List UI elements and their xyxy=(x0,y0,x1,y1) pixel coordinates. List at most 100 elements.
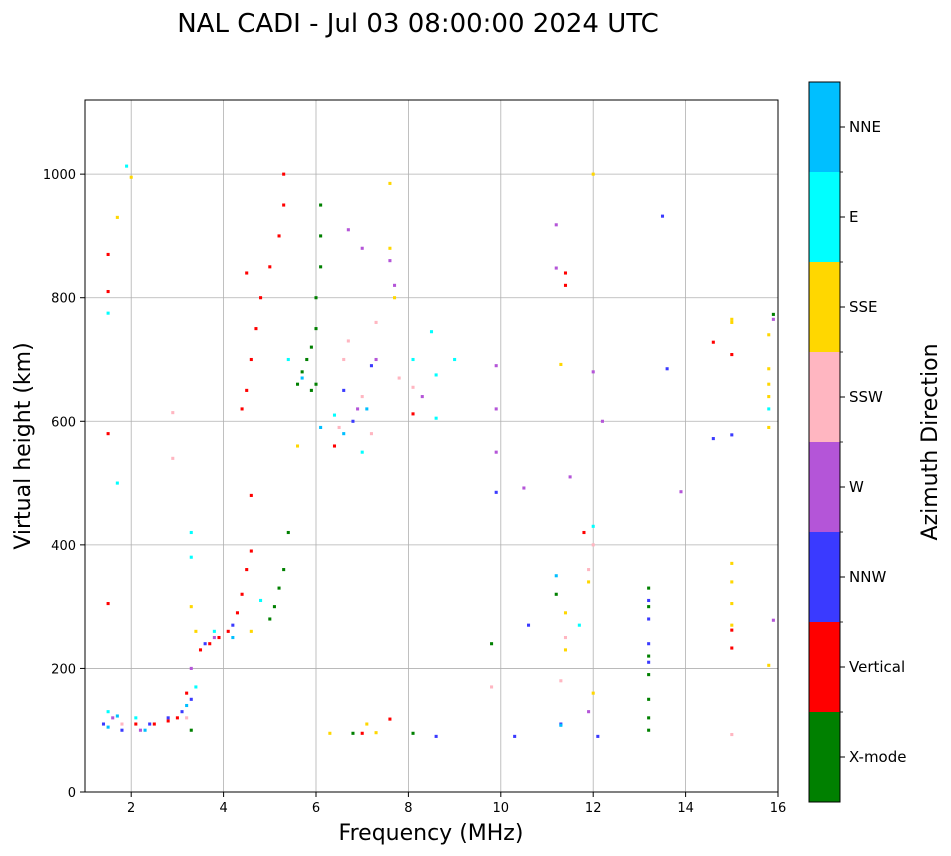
data-point xyxy=(346,228,350,232)
data-point xyxy=(360,450,364,454)
data-point xyxy=(231,635,235,640)
data-point xyxy=(369,364,373,368)
data-point xyxy=(120,722,124,726)
data-point xyxy=(494,490,498,494)
data-point xyxy=(277,586,281,590)
data-point xyxy=(388,717,392,721)
data-point xyxy=(134,722,138,726)
data-point xyxy=(582,530,586,535)
data-point xyxy=(115,481,119,485)
data-point xyxy=(212,629,216,633)
chart-title: NAL CADI - Jul 03 08:00:00 2024 UTC xyxy=(177,9,659,39)
data-point xyxy=(647,642,651,646)
data-point xyxy=(647,716,651,720)
colorbar-label: SSW xyxy=(849,388,883,406)
data-point xyxy=(767,382,771,386)
data-point xyxy=(554,266,558,270)
data-point xyxy=(365,722,369,726)
data-point xyxy=(591,172,595,176)
y-axis-ticks: 0 200 400 600 800 1000 xyxy=(43,168,85,801)
data-point xyxy=(346,339,350,343)
data-point xyxy=(771,312,775,316)
x-axis-ticks: 2 4 6 8 10 12 14 16 xyxy=(127,792,786,816)
colorbar-label: Vertical xyxy=(849,658,905,676)
data-point xyxy=(106,289,110,294)
data-point xyxy=(490,642,494,646)
data-point xyxy=(138,728,142,732)
data-point xyxy=(434,734,438,738)
colorbar-segment xyxy=(809,532,840,622)
data-point xyxy=(208,642,212,646)
data-point xyxy=(767,333,771,337)
data-point xyxy=(166,716,170,720)
x-tick-label: 12 xyxy=(585,801,602,816)
data-point xyxy=(115,714,119,718)
colorbar-label: SSE xyxy=(849,298,878,316)
data-point xyxy=(711,340,715,344)
data-point xyxy=(115,215,119,219)
data-point xyxy=(647,654,651,658)
x-axis-label: Frequency (MHz) xyxy=(339,821,524,846)
plot-frame xyxy=(84,99,779,793)
data-point xyxy=(226,629,230,633)
data-point xyxy=(351,731,355,735)
data-point xyxy=(647,586,651,590)
colorbar-label: E xyxy=(849,208,858,226)
data-point xyxy=(522,486,526,490)
data-point xyxy=(360,731,364,735)
data-point xyxy=(259,296,263,300)
data-point xyxy=(393,296,397,300)
y-tick-label: 400 xyxy=(51,539,76,554)
data-point xyxy=(328,731,332,735)
data-point xyxy=(665,367,669,371)
data-point xyxy=(554,223,558,227)
data-point xyxy=(309,345,313,349)
data-point xyxy=(106,710,110,714)
data-point xyxy=(111,716,115,720)
colorbar-label: NNW xyxy=(849,568,886,586)
colorbar-label: W xyxy=(849,478,864,496)
data-point xyxy=(767,425,771,430)
data-point xyxy=(203,642,207,646)
data-point xyxy=(245,388,249,392)
data-point xyxy=(559,679,563,683)
data-point xyxy=(730,623,734,627)
data-point xyxy=(420,395,424,399)
data-point xyxy=(388,246,392,250)
data-point xyxy=(282,172,286,176)
data-point xyxy=(374,731,378,735)
data-point xyxy=(559,362,563,366)
data-point xyxy=(411,412,415,416)
data-point xyxy=(360,395,364,399)
data-point xyxy=(559,723,563,727)
data-point xyxy=(185,691,189,695)
data-point xyxy=(240,407,244,411)
x-tick-label: 6 xyxy=(312,801,320,816)
data-point xyxy=(591,524,595,528)
data-point xyxy=(730,353,734,357)
data-point xyxy=(587,580,591,584)
x-tick-label: 16 xyxy=(770,801,787,816)
data-point xyxy=(453,357,457,362)
data-point xyxy=(319,425,323,430)
data-point xyxy=(513,734,517,738)
data-point xyxy=(711,437,715,441)
data-point xyxy=(277,234,281,238)
data-point xyxy=(296,444,300,448)
data-point xyxy=(106,311,110,315)
data-point xyxy=(374,357,378,362)
data-point xyxy=(393,283,397,287)
data-point xyxy=(660,214,665,218)
data-point xyxy=(429,330,434,334)
y-axis-label: Virtual height (km) xyxy=(11,342,36,549)
data-point xyxy=(490,685,494,689)
colorbar-title: Azimuth Direction xyxy=(918,343,943,540)
x-tick-label: 10 xyxy=(493,801,510,816)
data-point xyxy=(591,691,595,695)
data-point xyxy=(730,580,734,584)
colorbar-frame xyxy=(808,81,841,803)
data-point xyxy=(730,320,734,324)
data-point xyxy=(286,530,290,535)
data-point xyxy=(577,623,581,627)
data-point xyxy=(554,592,558,596)
